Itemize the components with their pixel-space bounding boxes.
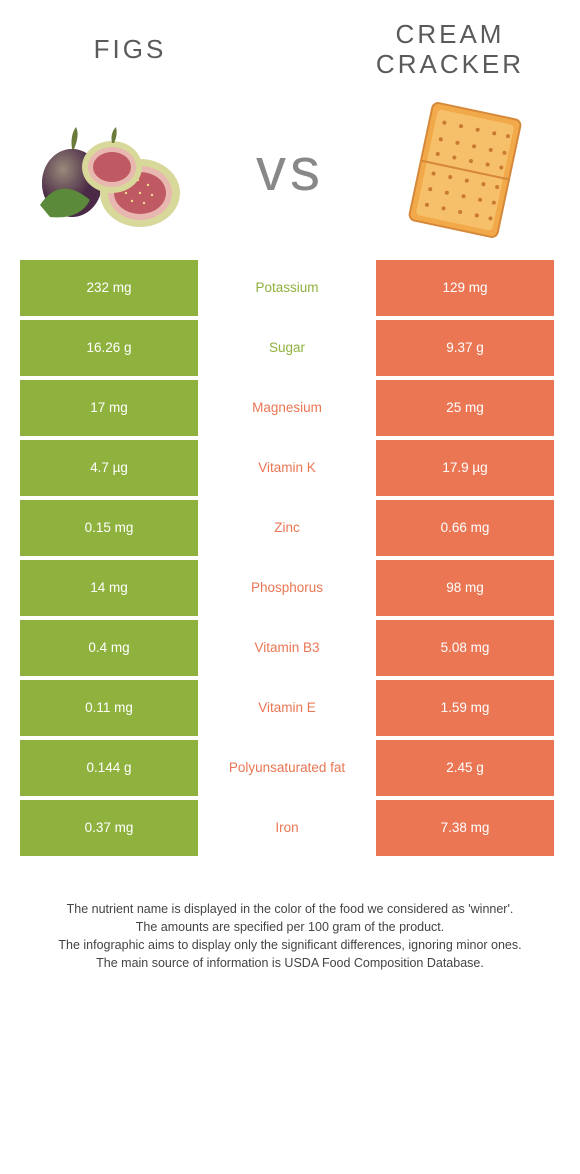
right-value: 98 mg xyxy=(376,560,554,616)
nutrient-name: Zinc xyxy=(198,500,376,556)
right-food-title: Cream Cracker xyxy=(350,20,550,80)
cracker-image xyxy=(380,100,550,240)
vs-label: vs xyxy=(256,135,324,204)
left-title-block: Figs xyxy=(30,35,230,65)
table-row: 0.15 mgZinc0.66 mg xyxy=(20,500,560,556)
footnote: The nutrient name is displayed in the co… xyxy=(0,860,580,973)
left-value: 0.144 g xyxy=(20,740,198,796)
header: Figs Cream Cracker xyxy=(0,0,580,90)
nutrient-name: Magnesium xyxy=(198,380,376,436)
right-value: 0.66 mg xyxy=(376,500,554,556)
table-row: 0.144 gPolyunsaturated fat2.45 g xyxy=(20,740,560,796)
table-row: 0.11 mgVitamin E1.59 mg xyxy=(20,680,560,736)
left-value: 17 mg xyxy=(20,380,198,436)
right-value: 129 mg xyxy=(376,260,554,316)
left-value: 0.11 mg xyxy=(20,680,198,736)
left-food-title: Figs xyxy=(30,35,230,65)
right-value: 2.45 g xyxy=(376,740,554,796)
figs-image xyxy=(30,100,200,240)
left-value: 14 mg xyxy=(20,560,198,616)
footnote-line: The main source of information is USDA F… xyxy=(38,954,542,972)
right-value: 5.08 mg xyxy=(376,620,554,676)
footnote-line: The nutrient name is displayed in the co… xyxy=(38,900,542,918)
footnote-line: The amounts are specified per 100 gram o… xyxy=(38,918,542,936)
nutrient-name: Phosphorus xyxy=(198,560,376,616)
right-title-block: Cream Cracker xyxy=(350,20,550,80)
right-value: 17.9 µg xyxy=(376,440,554,496)
nutrient-name: Iron xyxy=(198,800,376,856)
left-value: 16.26 g xyxy=(20,320,198,376)
nutrient-name: Vitamin E xyxy=(198,680,376,736)
left-value: 4.7 µg xyxy=(20,440,198,496)
table-row: 17 mgMagnesium25 mg xyxy=(20,380,560,436)
left-value: 0.15 mg xyxy=(20,500,198,556)
table-row: 14 mgPhosphorus98 mg xyxy=(20,560,560,616)
table-row: 0.4 mgVitamin B35.08 mg xyxy=(20,620,560,676)
nutrient-name: Vitamin B3 xyxy=(198,620,376,676)
nutrient-name: Vitamin K xyxy=(198,440,376,496)
right-value: 7.38 mg xyxy=(376,800,554,856)
nutrient-name: Potassium xyxy=(198,260,376,316)
table-row: 4.7 µgVitamin K17.9 µg xyxy=(20,440,560,496)
table-row: 16.26 gSugar9.37 g xyxy=(20,320,560,376)
images-row: vs xyxy=(0,90,580,260)
right-value: 25 mg xyxy=(376,380,554,436)
left-value: 0.37 mg xyxy=(20,800,198,856)
left-value: 0.4 mg xyxy=(20,620,198,676)
left-value: 232 mg xyxy=(20,260,198,316)
footnote-line: The infographic aims to display only the… xyxy=(38,936,542,954)
right-value: 9.37 g xyxy=(376,320,554,376)
nutrient-name: Polyunsaturated fat xyxy=(198,740,376,796)
table-row: 0.37 mgIron7.38 mg xyxy=(20,800,560,856)
nutrient-table: 232 mgPotassium129 mg16.26 gSugar9.37 g1… xyxy=(20,260,560,856)
table-row: 232 mgPotassium129 mg xyxy=(20,260,560,316)
right-value: 1.59 mg xyxy=(376,680,554,736)
nutrient-name: Sugar xyxy=(198,320,376,376)
